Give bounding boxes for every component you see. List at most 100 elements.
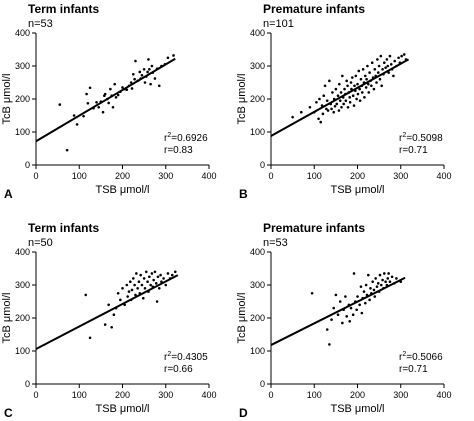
data-point [371, 280, 374, 284]
data-point [378, 273, 382, 277]
chart-subtitle: n=53 [263, 237, 288, 249]
x-axis-label: TSB μmol/l [330, 403, 384, 415]
data-point [374, 277, 377, 280]
data-point [369, 287, 372, 290]
data-point [172, 54, 175, 57]
data-point [364, 283, 368, 287]
data-point [333, 104, 337, 108]
r-squared-label: r2=0.5098 [399, 132, 443, 144]
y-tick-label: 400 [250, 28, 265, 38]
panel-c: Term infants n=50 0 100 200 300 400 0 100 200 300 4… [1, 221, 217, 420]
panel-d: Premature infants n=53 0 100 200 300 400 0 100 20… [236, 221, 452, 420]
data-point [170, 273, 174, 277]
data-point [143, 81, 147, 84]
data-point [345, 79, 348, 83]
data-point [107, 303, 110, 307]
data-point [392, 74, 395, 78]
data-point [376, 282, 380, 285]
data-point [380, 84, 384, 88]
r-label: r=0.71 [399, 145, 428, 156]
data-point [381, 68, 384, 71]
data-point [338, 300, 342, 303]
data-point [116, 93, 120, 97]
r-squared-label: r2=0.6926 [164, 132, 208, 144]
data-point [344, 295, 347, 298]
data-point [331, 91, 334, 94]
data-point [357, 69, 361, 73]
x-tick-label: 300 [393, 390, 408, 400]
y-tick-label: 400 [15, 28, 30, 38]
chart-subtitle: n=53 [28, 18, 53, 30]
x-tick-label: 400 [436, 390, 451, 400]
data-point [88, 86, 92, 90]
chart-subtitle: n=101 [263, 18, 294, 30]
data-point [384, 280, 387, 284]
data-point [348, 101, 352, 104]
panel-letter: D [239, 406, 248, 420]
x-tick-label: 0 [268, 171, 273, 181]
data-point [397, 56, 400, 60]
data-point [341, 74, 344, 78]
data-point [373, 68, 377, 71]
data-point [338, 99, 342, 102]
data-point [367, 82, 370, 86]
data-point [355, 308, 358, 312]
y-tick-label: 300 [15, 61, 30, 71]
panel-letter: A [4, 187, 13, 201]
data-point [149, 82, 152, 86]
data-point [72, 114, 76, 117]
data-point [101, 110, 105, 114]
data-point [143, 287, 147, 290]
chart-subtitle: n=50 [28, 237, 53, 249]
data-point [388, 54, 392, 58]
data-point [387, 272, 390, 275]
data-point [367, 273, 370, 277]
data-point [156, 275, 160, 279]
y-tick-label: 0 [25, 379, 30, 389]
data-point [348, 96, 352, 99]
r-squared-label: r2=0.5066 [399, 351, 443, 363]
data-point [113, 82, 117, 86]
data-point [370, 61, 374, 64]
data-point [373, 295, 377, 298]
x-tick-label: 200 [115, 390, 130, 400]
data-point [149, 283, 152, 287]
data-point [345, 315, 348, 318]
data-point [162, 277, 165, 280]
data-point [153, 77, 157, 80]
chart-title: Premature infants [263, 2, 365, 16]
data-point [362, 290, 366, 293]
data-point [389, 63, 393, 66]
data-point [150, 272, 154, 275]
data-point [325, 328, 329, 331]
y-tick-label: 100 [15, 127, 30, 137]
x-tick-label: 100 [72, 171, 87, 181]
y-tick-label: 300 [15, 280, 30, 290]
chart-title: Term infants [28, 2, 99, 16]
x-tick-label: 300 [158, 171, 173, 181]
chart-title: Term infants [28, 221, 99, 235]
data-point [107, 101, 110, 105]
data-point [332, 306, 336, 310]
r-label: r=0.66 [164, 364, 193, 375]
data-point [368, 71, 371, 74]
data-point [325, 107, 328, 111]
data-point [395, 277, 398, 280]
data-point [153, 270, 157, 274]
data-point [137, 280, 141, 284]
x-tick-label: 100 [72, 390, 87, 400]
data-point [155, 300, 159, 303]
x-tick-label: 0 [33, 390, 38, 400]
data-point [103, 92, 107, 96]
x-axis-label: TSB μmol/l [330, 184, 384, 196]
data-point [109, 87, 112, 91]
data-point [319, 120, 323, 124]
data-point [364, 86, 368, 89]
data-point [129, 81, 133, 84]
data-point [400, 54, 403, 58]
data-point [150, 64, 154, 68]
data-point [351, 94, 355, 97]
data-point [376, 58, 379, 61]
data-point [75, 123, 79, 126]
